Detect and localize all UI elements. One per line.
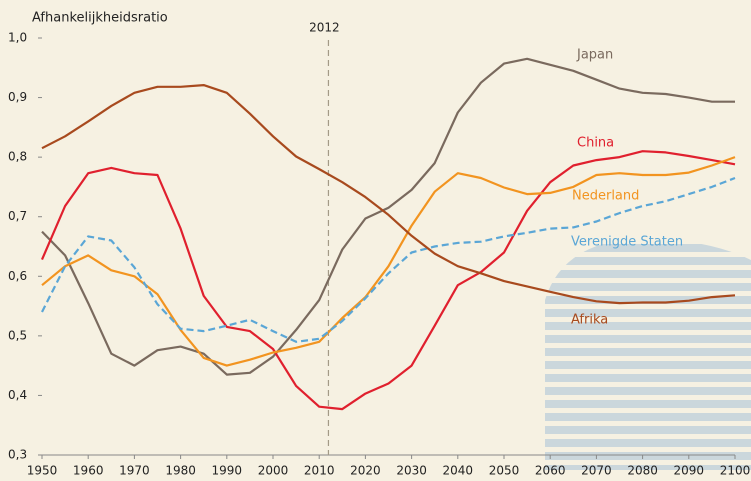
series-label: Afrika (571, 313, 608, 328)
y-axis-title: Afhankelijkheidsratio (32, 11, 168, 26)
x-tick-label: 2040 (443, 464, 474, 478)
watermark-stripe (540, 361, 751, 369)
y-tick-label: 0,8 (8, 150, 27, 164)
y-tick-label: 1,0 (8, 31, 27, 45)
series-label: China (577, 136, 614, 151)
x-tick-label: 2090 (674, 464, 705, 478)
marker-label: 2012 (309, 21, 340, 35)
x-tick-label: 1980 (165, 464, 196, 478)
series-label: Verenigde Staten (571, 235, 683, 250)
x-tick-label: 2060 (535, 464, 566, 478)
watermark-stripe (540, 439, 751, 447)
x-tick-label: 2050 (489, 464, 520, 478)
x-tick-label: 2100 (720, 464, 751, 478)
watermark-stripe (540, 283, 751, 291)
x-tick-label: 2030 (396, 464, 427, 478)
chart: Afhankelijkheidsratio 0,3 0,4 0,5 0,6 0,7 0,8… (0, 0, 751, 481)
watermark-stripe (540, 335, 751, 343)
series-label: Japan (576, 48, 613, 63)
watermark-stripe (540, 400, 751, 408)
series-label: Nederland (572, 189, 639, 204)
watermark-stripe (540, 387, 751, 395)
y-tick-label: 0,4 (8, 388, 27, 402)
x-tick-label: 1970 (119, 464, 150, 478)
watermark-stripe (540, 374, 751, 382)
x-tick-label: 2010 (304, 464, 335, 478)
watermark-stripe (540, 348, 751, 356)
y-tick-label: 0,6 (8, 269, 27, 283)
y-tick-label: 0,5 (8, 328, 27, 342)
x-tick-label: 1960 (73, 464, 104, 478)
x-tick-label: 2080 (627, 464, 658, 478)
watermark-stripe (540, 270, 751, 278)
x-tick-label: 2020 (350, 464, 381, 478)
x-tick-label: 1950 (27, 464, 58, 478)
y-tick-label: 0,9 (8, 90, 27, 104)
x-tick-label: 2070 (581, 464, 612, 478)
watermark-stripe (540, 426, 751, 434)
y-tick-label: 0,7 (8, 209, 27, 223)
x-tick-label: 1990 (212, 464, 243, 478)
y-tick-label: 0,3 (8, 448, 27, 462)
x-tick-label: 2000 (258, 464, 289, 478)
watermark-stripe (540, 413, 751, 421)
watermark-stripe (540, 452, 751, 460)
